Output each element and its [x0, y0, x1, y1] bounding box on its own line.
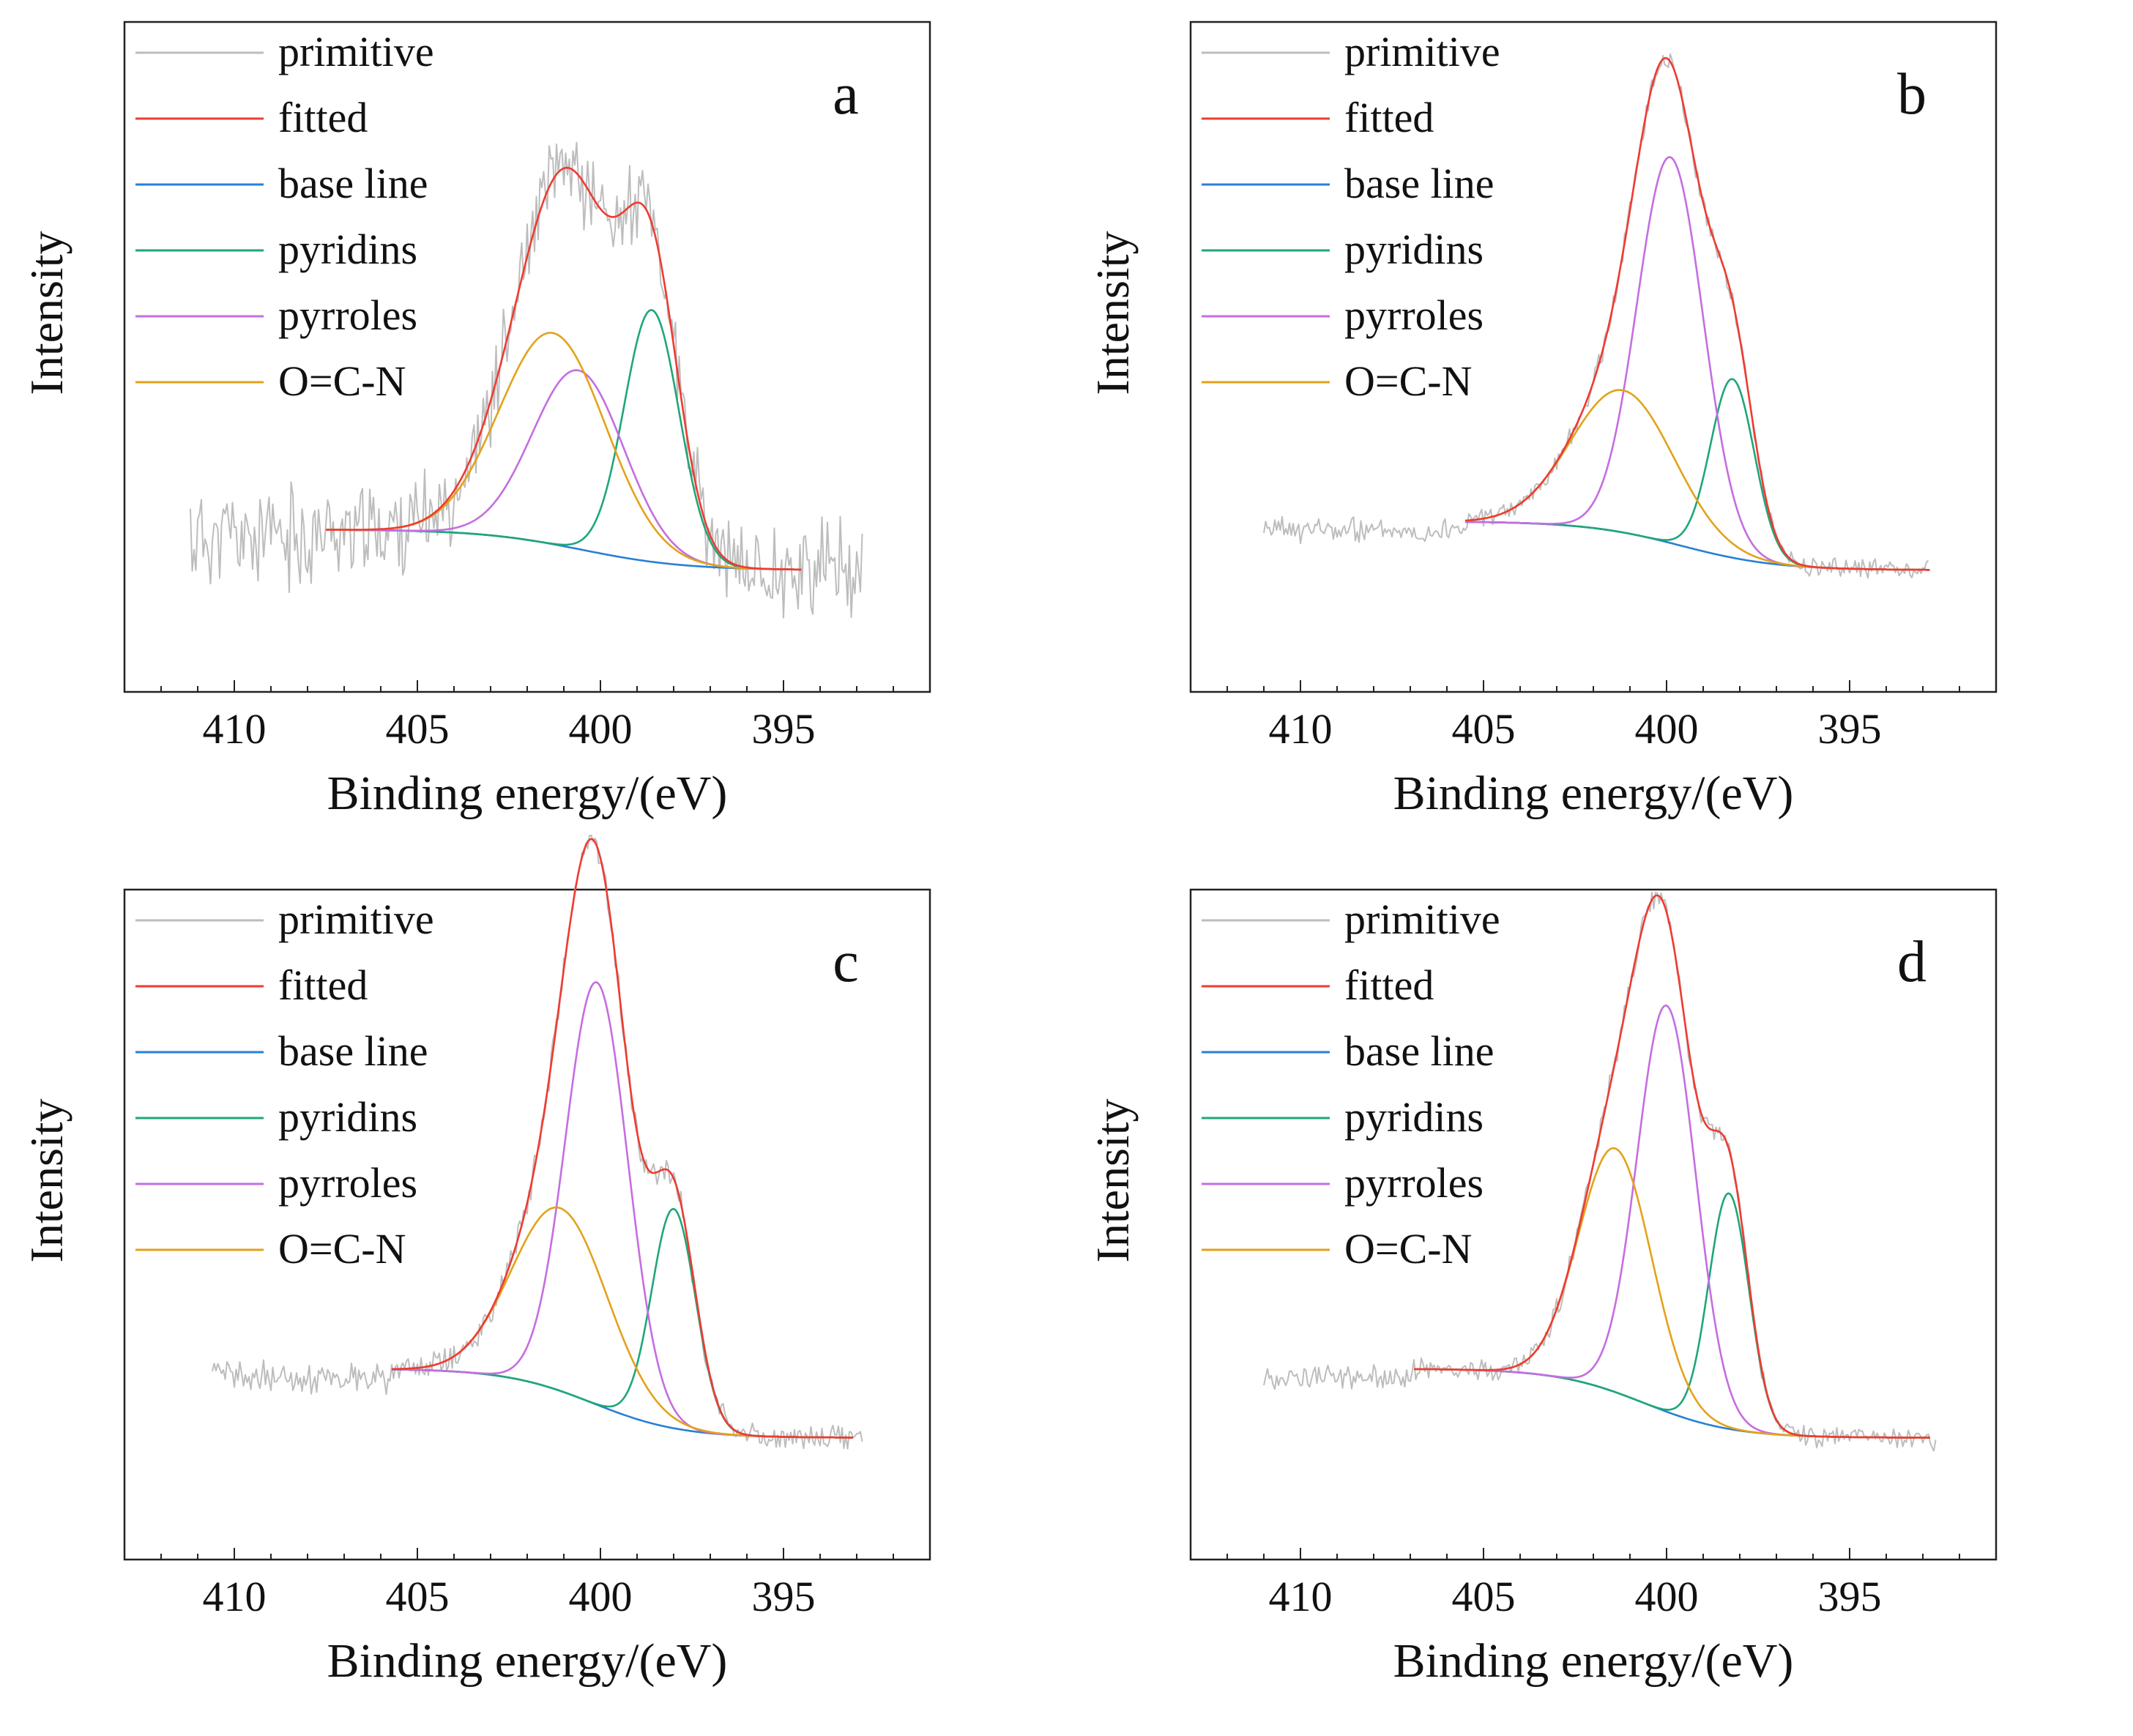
panel-label: b [1897, 62, 1927, 127]
legend-label: fitted [1344, 94, 1434, 141]
x-tick-label: 400 [569, 1573, 633, 1620]
series-pyrroles [1465, 156, 1930, 571]
x-tick-label: 395 [1818, 1573, 1882, 1620]
x-tick-label: 395 [1818, 705, 1882, 753]
legend-label: primitive [278, 28, 434, 75]
series-fitted [392, 838, 853, 1439]
x-tick-label: 410 [203, 705, 267, 753]
panel-label: d [1897, 930, 1927, 994]
legend-label: base line [278, 1027, 428, 1075]
legend-label: O=C-N [1344, 1225, 1472, 1273]
series-fitted [326, 166, 802, 571]
x-tick-label: 405 [1452, 705, 1516, 753]
x-tick-label: 410 [1269, 705, 1333, 753]
series-primitive [1263, 53, 1929, 579]
series-pyridins [1414, 1192, 1930, 1439]
series-o-c-n [1464, 389, 1930, 571]
chart-panel-a: 410 405 400 395 Binding energy/(eV) Intensity… [0, 0, 1066, 868]
x-axis-label: Binding energy/(eV) [327, 1634, 728, 1688]
chart-svg: 410 405 400 395 Binding energy/(eV) Intensity… [1087, 888, 1998, 1688]
chart-svg: 410 405 400 395 Binding energy/(eV) Intensity… [1087, 21, 1998, 820]
legend-label: fitted [278, 94, 368, 141]
legend-label: primitive [278, 895, 434, 943]
legend-label: base line [1344, 160, 1494, 207]
legend-label: pyridins [1344, 1093, 1484, 1141]
y-axis-label: Intensity [21, 1099, 72, 1263]
chart-svg: 410 405 400 395 Binding energy/(eV) Intensity… [21, 21, 931, 820]
legend-label: pyridins [1344, 226, 1484, 273]
chart-svg: 410 405 400 395 Binding energy/(eV) Intensity… [21, 834, 931, 1688]
x-tick-label: 405 [386, 705, 450, 753]
chart-panel-c: 410 405 400 395 Binding energy/(eV) Intensity… [0, 834, 1066, 1735]
series-o-c-n [392, 1206, 853, 1439]
series-pyridins [1465, 378, 1930, 571]
chart-panel-d: 410 405 400 395 Binding energy/(eV) Intensity… [1066, 868, 2132, 1735]
series-base-line [1465, 521, 1930, 571]
legend-label: pyridins [278, 226, 417, 273]
legend-label: pyrroles [278, 291, 417, 339]
x-tick-label: 410 [203, 1573, 267, 1620]
plot-frame [123, 21, 931, 693]
legend-label: pyrroles [1344, 291, 1484, 339]
panel-label: c [833, 930, 859, 994]
x-axis-label: Binding energy/(eV) [1393, 1634, 1794, 1688]
legend-label: base line [278, 160, 428, 207]
series-base-line [1414, 1368, 1930, 1439]
series-fitted [1414, 894, 1930, 1439]
legend-label: pyrroles [278, 1159, 417, 1207]
legend-label: fitted [1344, 961, 1434, 1009]
x-tick-label: 405 [1452, 1573, 1516, 1620]
plot-frame [1189, 888, 1998, 1561]
legend-label: primitive [1344, 895, 1500, 943]
legend-label: O=C-N [1344, 357, 1472, 405]
x-tick-label: 400 [1635, 1573, 1699, 1620]
legend-label: fitted [278, 961, 368, 1009]
series-o-c-n [1414, 1147, 1930, 1439]
plot-frame [1189, 21, 1998, 693]
legend-label: pyrroles [1344, 1159, 1484, 1207]
x-tick-label: 400 [569, 705, 633, 753]
series-pyridins [392, 1207, 853, 1439]
series-primitive [190, 141, 863, 619]
plot-frame [123, 888, 931, 1561]
x-axis-label: Binding energy/(eV) [1393, 767, 1794, 820]
y-axis-label: Intensity [1087, 231, 1139, 395]
legend-label: O=C-N [278, 357, 406, 405]
y-axis-label: Intensity [1087, 1099, 1139, 1263]
x-axis-label: Binding energy/(eV) [327, 767, 728, 820]
x-tick-label: 410 [1269, 1573, 1333, 1620]
series-pyrroles [392, 981, 853, 1439]
panel-label: a [833, 62, 859, 127]
x-tick-label: 395 [752, 705, 816, 753]
legend-label: pyridins [278, 1093, 417, 1141]
legend-label: primitive [1344, 28, 1500, 75]
x-tick-label: 395 [752, 1573, 816, 1620]
chart-panel-b: 410 405 400 395 Binding energy/(eV) Intensity… [1066, 0, 2132, 868]
x-tick-label: 400 [1635, 705, 1699, 753]
x-tick-label: 405 [386, 1573, 450, 1620]
legend-label: base line [1344, 1027, 1494, 1075]
legend-label: O=C-N [278, 1225, 406, 1273]
series-fitted [1464, 57, 1930, 571]
series-base-line [392, 1368, 853, 1439]
y-axis-label: Intensity [21, 231, 72, 395]
